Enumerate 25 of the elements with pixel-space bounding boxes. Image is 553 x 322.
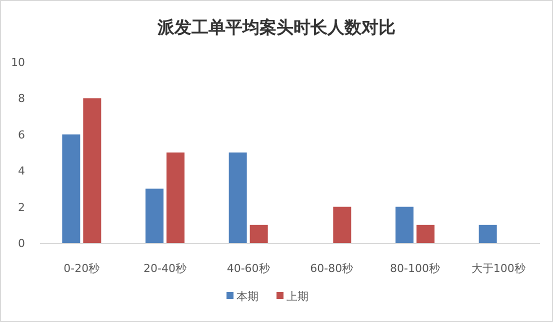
- x-tick-label: 40-60秒: [226, 262, 270, 275]
- y-tick-label: 6: [18, 128, 25, 142]
- y-tick-label: 4: [18, 164, 25, 178]
- chart-title: 派发工单平均案头时长人数对比: [156, 17, 396, 38]
- x-tick-label: 20-40秒: [144, 262, 186, 275]
- y-tick-label: 0: [18, 237, 25, 250]
- bar: [250, 224, 268, 243]
- bar: [146, 188, 164, 243]
- bar: [228, 152, 247, 243]
- bar: [478, 224, 497, 243]
- y-tick-label: 8: [18, 92, 25, 106]
- legend-label: 上期: [286, 290, 308, 303]
- bar: [62, 134, 80, 243]
- bar: [416, 224, 434, 243]
- y-tick-label: 2: [18, 200, 25, 214]
- bar: [333, 206, 352, 243]
- legend-label: 本期: [236, 290, 258, 303]
- bar: [83, 98, 102, 243]
- x-tick-label: 80-100秒: [390, 262, 440, 275]
- bar: [166, 152, 184, 243]
- bar: [396, 206, 414, 243]
- y-tick-label: 10: [11, 56, 25, 69]
- x-tick-label: 大于100秒: [471, 262, 526, 275]
- x-tick-label: 60-80秒: [310, 262, 354, 275]
- x-tick-label: 0-20秒: [64, 262, 100, 275]
